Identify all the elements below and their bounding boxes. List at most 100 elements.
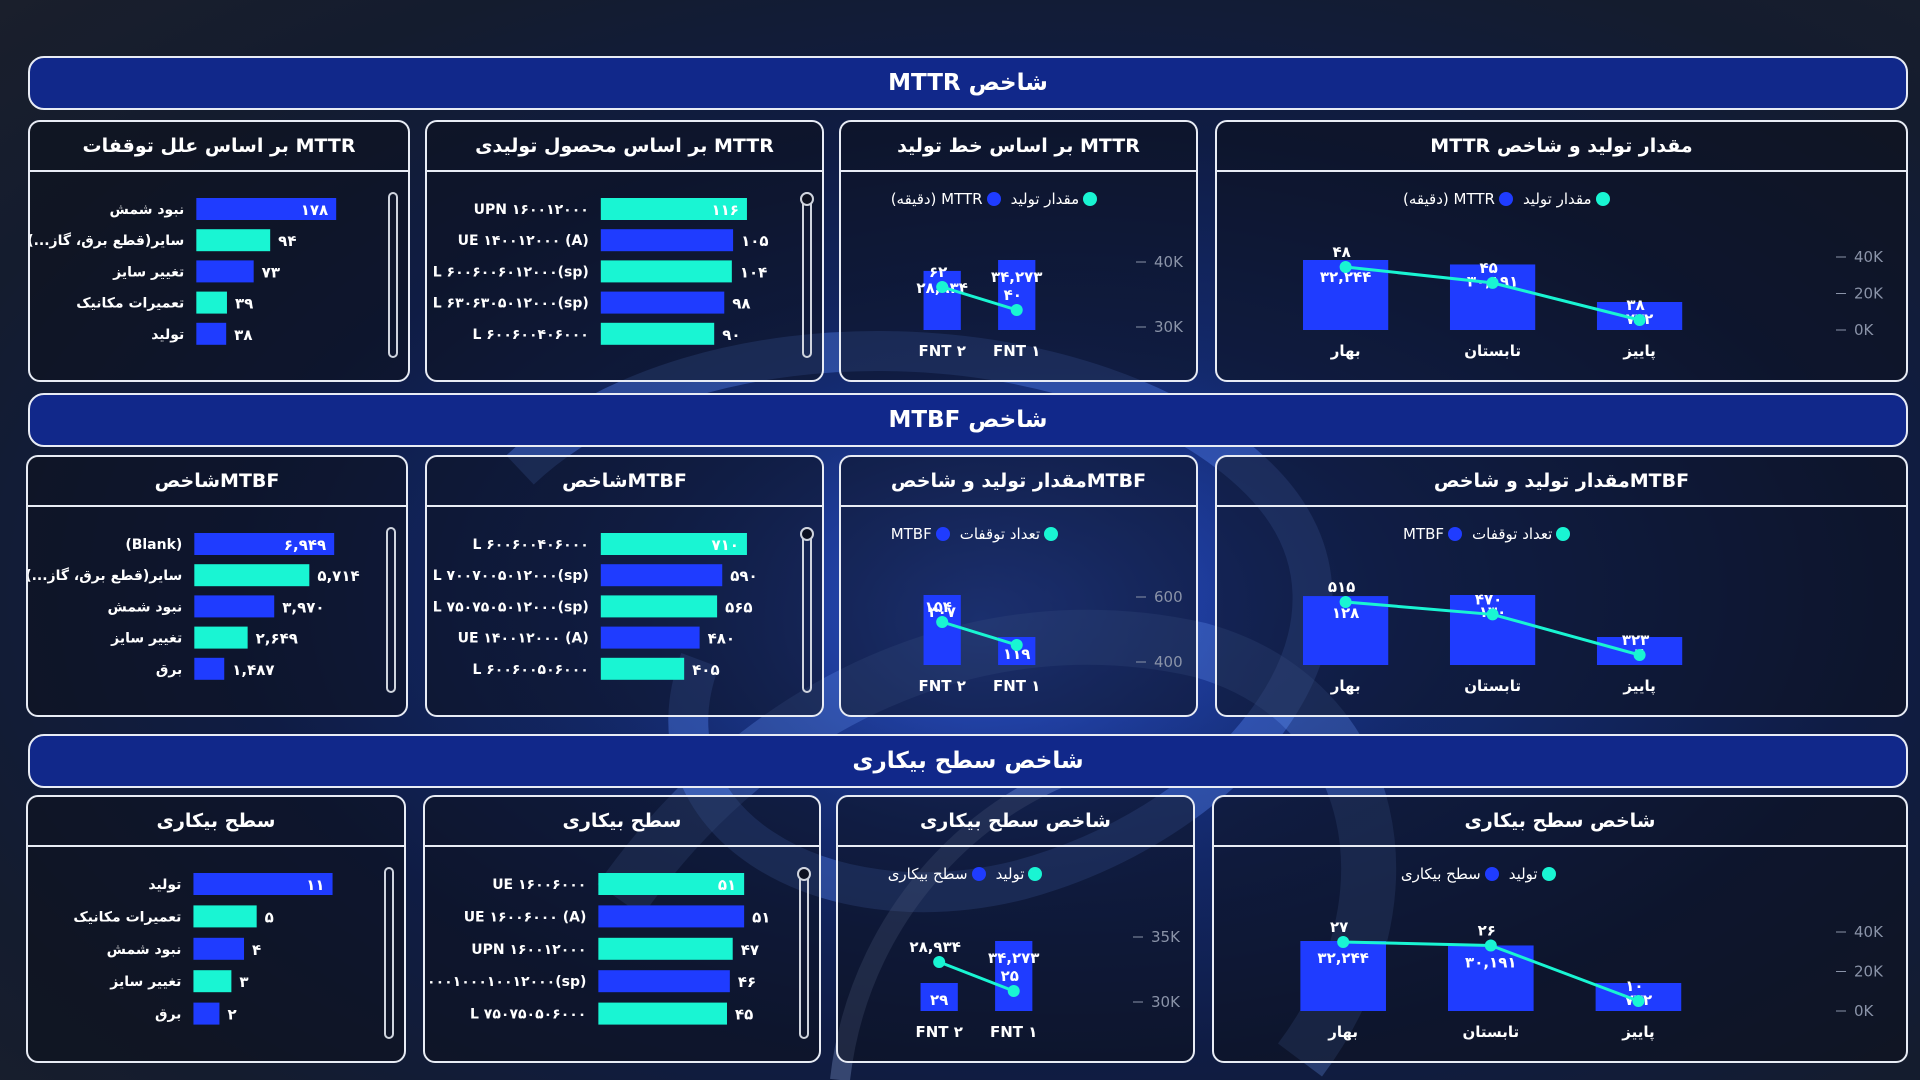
value-label: ۵ <box>265 908 274 926</box>
line-value-label: ۴۸ <box>1332 243 1350 261</box>
legend-item: مقدار تولید <box>1523 190 1610 208</box>
hbar[interactable] <box>600 291 725 314</box>
hbar[interactable] <box>193 937 245 960</box>
category-label: برق <box>156 662 182 678</box>
line-point[interactable] <box>1339 261 1352 273</box>
hbar[interactable] <box>196 198 337 220</box>
legend-label: سطح بیکاری <box>887 865 968 883</box>
value-label: ۴۶ <box>738 973 756 991</box>
scrollbar[interactable] <box>802 527 812 693</box>
line-point[interactable] <box>1486 608 1499 621</box>
hbar[interactable] <box>194 533 335 555</box>
line-point[interactable] <box>936 616 949 628</box>
category-label: L ۷۵۰۷۵۰۵۰۱۲۰۰۰(sp) <box>433 599 589 615</box>
line-point[interactable] <box>1010 639 1023 651</box>
legend-dot <box>1028 867 1043 881</box>
category-label: L ۶۰۰۶۰۰۴۰۶۰۰۰ <box>472 537 588 553</box>
hbar[interactable] <box>598 873 745 895</box>
chart-svg: UPN ۱۶۰۰۱۲۰۰۰ ۱۱۶ UE ۱۴۰۰۱۲۰۰۰ (A) ۱۰۵ L ۶۰۰… <box>433 198 769 345</box>
y-tick-label: 40K <box>1154 253 1184 271</box>
legend-label: MTTR (دقیقه) <box>890 190 983 208</box>
hbar[interactable] <box>600 657 685 680</box>
hbar[interactable] <box>194 626 248 649</box>
y-tick-label: 400 <box>1154 653 1183 671</box>
legend: مقدار تولید MTTR (دقیقه) <box>1403 190 1610 208</box>
line-point[interactable] <box>1337 936 1350 948</box>
line-value-label: ۴۷۰ <box>1475 590 1502 608</box>
category-label: L ۷۵۰۷۵۰۵۰۶۰۰۰ <box>470 1007 586 1023</box>
legend-dot <box>986 192 1001 206</box>
bar[interactable] <box>923 270 961 330</box>
hbar[interactable] <box>194 657 225 680</box>
x-category-label: تابستان <box>1464 342 1521 360</box>
legend-dot <box>1448 527 1463 541</box>
scrollbar[interactable] <box>386 527 396 693</box>
legend-label: MTBF <box>1403 525 1445 543</box>
scroll-handle[interactable] <box>800 527 814 541</box>
line-point[interactable] <box>936 281 949 293</box>
category-label: سایر(قطع برق، گاز...) <box>30 232 184 249</box>
hbar[interactable] <box>600 229 734 252</box>
hbar[interactable] <box>193 873 333 895</box>
hbar[interactable] <box>193 1002 220 1025</box>
hbar[interactable] <box>194 564 310 587</box>
panel-mtbf-cause: شاخصMTBF (Blank) ۶,۹۴۹ سایر(قطع برق، گاز...… <box>26 455 408 717</box>
panel-title: مقدار تولید و شاخصMTBF <box>1217 457 1906 507</box>
bar[interactable] <box>1449 264 1536 330</box>
hbar[interactable] <box>600 198 747 220</box>
hbar[interactable] <box>196 229 271 252</box>
x-category-label: FNT ۱ <box>993 342 1040 360</box>
hbar[interactable] <box>196 291 227 314</box>
scrollbar[interactable] <box>388 192 398 358</box>
line-point[interactable] <box>1632 995 1645 1007</box>
bar[interactable] <box>998 260 1036 330</box>
hbar[interactable] <box>598 937 733 960</box>
hbar[interactable] <box>600 564 723 587</box>
hbar[interactable] <box>600 533 747 555</box>
hbar[interactable] <box>196 260 254 283</box>
line-point[interactable] <box>1484 939 1497 952</box>
bar[interactable] <box>920 983 958 1011</box>
line-point[interactable] <box>1339 596 1352 608</box>
hbar[interactable] <box>193 970 232 993</box>
legend-label: مقدار تولید <box>1010 190 1080 208</box>
hbar[interactable] <box>196 322 227 345</box>
hbar[interactable] <box>193 905 257 928</box>
chart-svg: UE ۱۶۰۰۶۰۰۰ ۵۱ UE ۱۶۰۰۶۰۰۰ (A) ۵۱ UPN ۱۶۰۰۱۲… <box>425 873 770 1025</box>
scroll-handle[interactable] <box>800 192 814 206</box>
scroll-handle[interactable] <box>797 867 811 881</box>
category-label: تولید <box>151 327 184 343</box>
hbar[interactable] <box>600 322 715 345</box>
line-point[interactable] <box>1486 276 1499 289</box>
line-point[interactable] <box>1007 985 1020 997</box>
panel-mtbf-line: مقدار تولید و شاخصMTBF 600 400 ۳۰۷ FNT ۲ ۱۱۹ F… <box>839 455 1198 717</box>
line-point[interactable] <box>1010 304 1023 316</box>
bar[interactable] <box>995 941 1033 1011</box>
hbar[interactable] <box>600 595 718 618</box>
bar-value-label: ۳۲,۲۴۴ <box>1317 949 1368 967</box>
hbar[interactable] <box>598 970 730 993</box>
bar[interactable] <box>923 595 961 665</box>
panel-mttr-cause: بر اساس علل توقفات MTTR نبود شمش ۱۷۸ سایر(ق… <box>28 120 410 382</box>
hbar[interactable] <box>194 595 275 618</box>
chart-svg: ۱۲۸بهار۱۳۰تابستان۴پاییز۵۱۵۴۷۰۳۲۳ <box>1302 578 1683 696</box>
legend: تولید سطح بیکاری <box>1401 865 1556 883</box>
line-point[interactable] <box>933 956 946 968</box>
hbar[interactable] <box>598 905 745 928</box>
scrollbar[interactable] <box>799 867 809 1039</box>
bar-value-label: ۳۴,۲۷۳ <box>988 949 1039 967</box>
hbar[interactable] <box>600 260 732 283</box>
bar[interactable] <box>1449 595 1536 665</box>
scrollbar[interactable] <box>802 192 812 358</box>
hbar[interactable] <box>598 1002 727 1025</box>
legend-label: تولید <box>1508 865 1538 883</box>
line-point[interactable] <box>1633 649 1646 661</box>
panel-mtbf-season: مقدار تولید و شاخصMTBF ۱۲۸بهار۱۳۰تابستان۴… <box>1215 455 1908 717</box>
hbar[interactable] <box>600 626 700 649</box>
scrollbar[interactable] <box>384 867 394 1039</box>
bar[interactable] <box>1300 941 1386 1011</box>
x-category-label: پاییز <box>1622 342 1655 361</box>
line-point[interactable] <box>1633 314 1646 326</box>
legend-dot <box>1044 527 1058 541</box>
value-label: ۱۱ <box>306 876 324 894</box>
